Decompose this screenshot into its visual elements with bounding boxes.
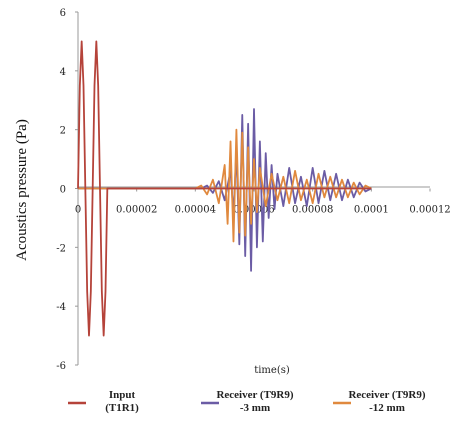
plot-area: 6 4 2 0 -2 -4 -6 0 0.00002 0.00004 0.00006 0.00008…	[56, 8, 450, 372]
x-tick-label: 0.00002	[116, 205, 157, 216]
x-tick-label: 0.0001	[354, 205, 389, 216]
legend-label-0: Input	[109, 389, 136, 401]
x-tick-label: 0.00006	[233, 205, 274, 216]
x-tick-label: 0.00004	[175, 205, 216, 216]
x-tick-label: 0	[75, 205, 81, 216]
legend-label-2: -12 mm	[369, 402, 405, 414]
x-tick-label: 0.00012	[409, 205, 450, 216]
y-tick-label: 4	[60, 67, 66, 78]
x-tick-labels: 0 0.00002 0.00004 0.00006 0.00008 0.0001 0.000…	[75, 188, 451, 216]
y-axis-label: Acoustics pressure (Pa)	[14, 119, 30, 261]
legend-label-2: Receiver (T9R9)	[348, 389, 425, 401]
x-axis-label: time(s)	[254, 365, 290, 376]
legend: Input(T1R1)Receiver (T9R9)-3 mmReceiver …	[68, 389, 426, 414]
y-tick-label: -2	[56, 243, 66, 254]
legend-label-1: -3 mm	[240, 402, 270, 414]
y-tick-label: -4	[56, 302, 66, 313]
y-tick-labels: 6 4 2 0 -2 -4 -6	[56, 8, 78, 372]
series-line-2	[78, 128, 372, 243]
legend-label-1: Receiver (T9R9)	[216, 389, 293, 401]
y-tick-label: 6	[60, 8, 66, 19]
y-tick-label: -6	[56, 361, 66, 372]
x-tick-label: 0.00008	[292, 205, 333, 216]
series-line-0	[77, 40, 372, 337]
series-lines	[77, 40, 372, 337]
y-tick-label: 0	[60, 185, 66, 196]
y-tick-label: 2	[60, 126, 66, 137]
legend-label-0: (T1R1)	[105, 402, 139, 414]
